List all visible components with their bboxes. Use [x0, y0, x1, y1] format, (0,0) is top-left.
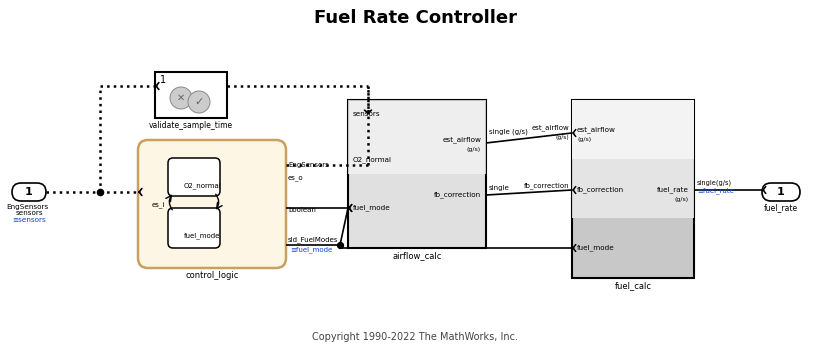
- FancyBboxPatch shape: [138, 140, 286, 268]
- Text: 1: 1: [777, 187, 785, 197]
- Text: 1: 1: [160, 75, 166, 85]
- Text: O2_normal: O2_normal: [183, 183, 221, 189]
- Text: fuel_mode: fuel_mode: [577, 245, 615, 252]
- Text: Fuel Rate Controller: Fuel Rate Controller: [314, 9, 516, 27]
- Text: est_airflow: est_airflow: [531, 125, 569, 131]
- Text: Copyright 1990-2022 The MathWorks, Inc.: Copyright 1990-2022 The MathWorks, Inc.: [312, 332, 518, 342]
- Text: EngSensors: EngSensors: [6, 204, 48, 210]
- Text: boolean: boolean: [288, 207, 316, 213]
- Text: fuel_mode: fuel_mode: [183, 233, 220, 239]
- Text: (g/s): (g/s): [675, 197, 689, 201]
- FancyBboxPatch shape: [168, 208, 220, 248]
- Text: fuel_rate: fuel_rate: [657, 186, 689, 193]
- FancyBboxPatch shape: [348, 100, 486, 248]
- FancyBboxPatch shape: [572, 100, 694, 159]
- Text: O2_normal: O2_normal: [353, 157, 392, 163]
- Text: control_logic: control_logic: [185, 272, 239, 281]
- Text: single(g/s): single(g/s): [697, 180, 732, 186]
- Text: ≡sensors: ≡sensors: [12, 217, 46, 223]
- Text: sensors: sensors: [353, 111, 381, 117]
- Text: ✕: ✕: [177, 93, 185, 103]
- Text: (g/s): (g/s): [467, 146, 481, 152]
- Text: es_o: es_o: [288, 175, 304, 181]
- Text: fuel_calc: fuel_calc: [614, 282, 652, 291]
- FancyBboxPatch shape: [572, 100, 694, 278]
- Text: single: single: [489, 185, 510, 191]
- Text: sensors: sensors: [15, 210, 43, 216]
- Text: ≡fuel_mode: ≡fuel_mode: [290, 247, 332, 253]
- Text: fuel_mode: fuel_mode: [353, 204, 391, 211]
- Text: sld_FuelModes: sld_FuelModes: [288, 237, 339, 243]
- Text: fb_correction: fb_correction: [524, 183, 569, 189]
- Text: airflow_calc: airflow_calc: [393, 252, 442, 261]
- Text: ✓: ✓: [194, 97, 203, 107]
- Text: fb_correction: fb_correction: [434, 192, 481, 198]
- FancyBboxPatch shape: [168, 158, 220, 196]
- Circle shape: [170, 87, 192, 109]
- Text: validate_sample_time: validate_sample_time: [149, 120, 233, 129]
- FancyBboxPatch shape: [348, 100, 486, 174]
- FancyBboxPatch shape: [12, 183, 46, 201]
- Text: fb_correction: fb_correction: [577, 186, 624, 193]
- Text: es_i: es_i: [152, 202, 165, 208]
- Text: est_airflow: est_airflow: [577, 127, 616, 133]
- FancyBboxPatch shape: [155, 72, 227, 118]
- Text: ≡fuel_rate: ≡fuel_rate: [697, 188, 734, 194]
- Text: 1: 1: [25, 187, 33, 197]
- Text: (g/s): (g/s): [555, 135, 569, 139]
- Text: fuel_rate: fuel_rate: [764, 203, 798, 212]
- Point: [93, 189, 106, 195]
- Text: (g/s): (g/s): [577, 137, 591, 142]
- Circle shape: [188, 91, 210, 113]
- Text: single (g/s): single (g/s): [489, 129, 528, 135]
- FancyBboxPatch shape: [762, 183, 800, 201]
- Text: EngSensors: EngSensors: [288, 162, 329, 168]
- FancyBboxPatch shape: [572, 100, 694, 218]
- Point: [334, 242, 347, 248]
- Text: est_airflow: est_airflow: [442, 137, 481, 143]
